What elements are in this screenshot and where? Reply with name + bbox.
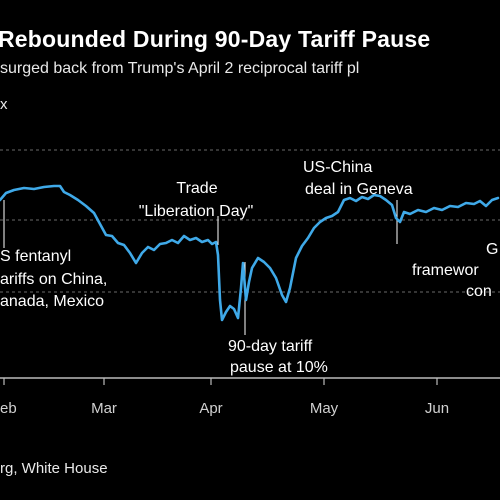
gridlines <box>0 149 500 379</box>
x-tick-label-0: eb <box>0 400 17 417</box>
x-tick-label-1: Mar <box>91 400 117 417</box>
annotation-label-1: ariffs on China, <box>0 271 107 288</box>
annotation-label-2: anada, Mexico <box>0 293 104 310</box>
x-tick-label-4: Jun <box>425 400 449 417</box>
chart-title: Rebounded During 90-Day Tariff Pause <box>0 26 431 52</box>
annotation-label-8: pause at 10% <box>230 359 328 376</box>
x-tick-label-3: May <box>310 400 339 417</box>
annotation-label-7: 90-day tariff <box>228 338 313 355</box>
x-tick-label-2: Apr <box>199 400 222 417</box>
x-axis-ticks: eb Mar Apr May Jun <box>0 378 449 417</box>
annotations: S fentanyl ariffs on China, anada, Mexico T… <box>0 159 498 376</box>
chart-subtitle: surged back from Trump's April 2 recipro… <box>0 60 360 77</box>
annotation-label-10: framewor <box>412 262 479 279</box>
annotation-label-6: deal in Geneva <box>305 181 413 198</box>
y-axis-label: x <box>0 96 8 113</box>
annotation-label-5: US-China <box>303 159 372 176</box>
annotation-label-11: con <box>466 283 492 300</box>
series-line-0 <box>0 184 500 322</box>
annotation-label-9: G <box>486 241 498 258</box>
chart-source: rg, White House <box>0 460 108 477</box>
annotation-label-3: Trade <box>176 180 217 197</box>
series-group <box>0 184 500 322</box>
annotation-label-4: "Liberation Day" <box>139 203 254 220</box>
annotation-label-0: S fentanyl <box>0 248 71 265</box>
